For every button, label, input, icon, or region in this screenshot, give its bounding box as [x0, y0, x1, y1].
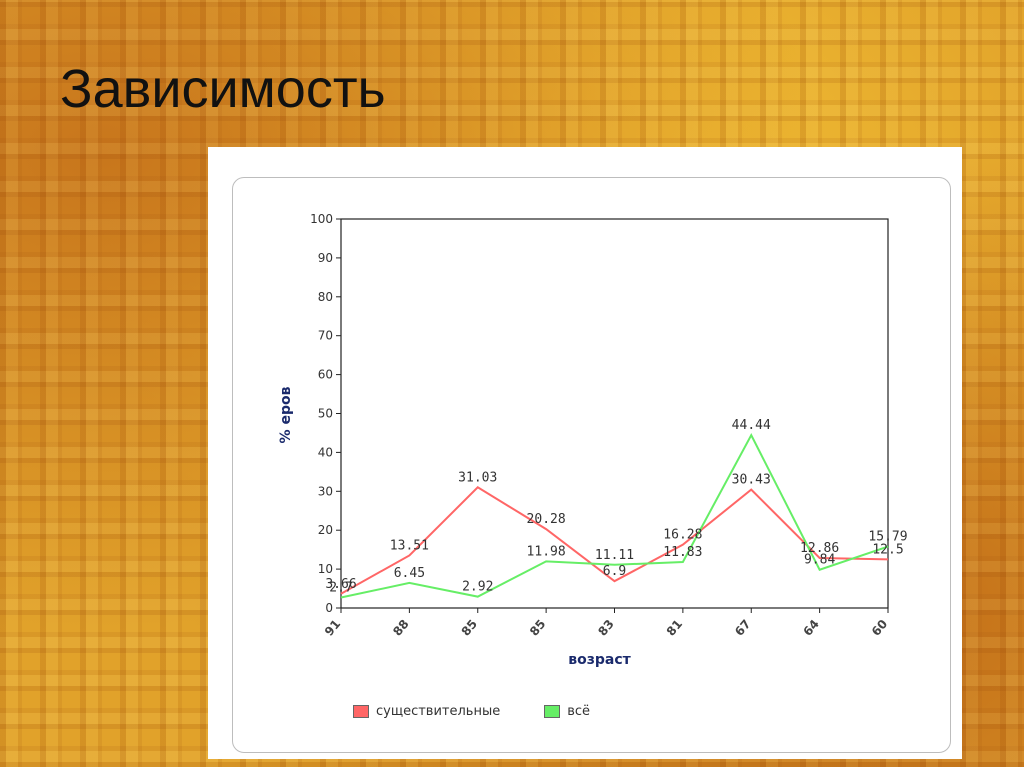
- x-axis-title: возраст: [568, 652, 631, 668]
- series-nouns-data-label: 12.5: [872, 542, 903, 557]
- legend-swatch-nouns: [353, 705, 369, 718]
- x-tick-label: 88: [390, 617, 411, 639]
- legend-item-nouns: существительные: [353, 704, 500, 719]
- x-tick-label: 81: [664, 617, 685, 639]
- legend-label-all: всё: [567, 704, 591, 719]
- y-tick-label: 50: [318, 407, 333, 421]
- line-chart: 0 10 20 30 40 50 60 70 80 90 100 91 88 85 85 83 81 67 64 60…: [278, 212, 908, 668]
- legend-swatch-all: [544, 705, 561, 718]
- x-tick-label: 91: [322, 617, 343, 639]
- x-tick-label: 85: [527, 617, 548, 639]
- series-nouns-data-label: 16.28: [663, 528, 702, 543]
- y-tick-label: 40: [318, 445, 333, 459]
- chart-card: 0 10 20 30 40 50 60 70 80 90 100 91 88 85 85 83 81 67 64 60…: [208, 147, 962, 759]
- series-all-line: [340, 432, 889, 599]
- series-all-data-label: 11.98: [527, 544, 566, 559]
- series-all-data-label: 9.84: [804, 553, 835, 568]
- legend-item-all: всё: [544, 704, 590, 719]
- series-all-data-label: 15.79: [868, 530, 907, 545]
- series-nouns-data-label: 12.86: [800, 541, 839, 556]
- series-nouns-data-label: 13.51: [390, 538, 429, 553]
- y-tick-label: 100: [310, 212, 333, 226]
- series-all-data-label: 2.7: [329, 580, 352, 595]
- chart-legend: существительные всё: [353, 704, 634, 719]
- y-tick-label: 60: [318, 368, 333, 382]
- y-axis-title: % еров: [278, 386, 294, 443]
- x-tick-label: 67: [732, 617, 753, 639]
- chart-frame: [232, 177, 951, 753]
- slide-title: Зависимость: [60, 59, 386, 119]
- y-tick-label: 20: [318, 523, 333, 537]
- y-tick-label: 70: [318, 329, 333, 343]
- series-nouns-data-label: 31.03: [458, 470, 497, 485]
- y-tick-label: 30: [318, 484, 333, 498]
- x-tick-label: 85: [459, 617, 480, 639]
- series-all-data-label: 11.83: [663, 545, 702, 560]
- x-tick-label: 64: [800, 617, 821, 639]
- y-tick-label: 80: [318, 290, 333, 304]
- series-all-data-label: 11.11: [595, 548, 634, 563]
- legend-label-nouns: существительные: [376, 704, 501, 719]
- series-nouns-data-label: 3.66: [325, 577, 356, 592]
- series-all-data-label: 44.44: [732, 418, 771, 433]
- y-tick-label: 90: [318, 251, 333, 265]
- series-nouns-data-label: 30.43: [732, 473, 771, 488]
- series-all-data-label: 6.45: [394, 566, 425, 581]
- x-tick-label: 83: [595, 617, 616, 639]
- series-nouns-data-label: 20.28: [527, 512, 566, 527]
- y-tick-label: 0: [325, 601, 333, 615]
- x-tick-label: 60: [869, 617, 890, 639]
- series-nouns-data-label: 6.9: [603, 564, 626, 579]
- series-nouns-line: [340, 486, 889, 595]
- series-all-data-label: 2.92: [462, 580, 493, 595]
- y-tick-label: 10: [318, 562, 333, 576]
